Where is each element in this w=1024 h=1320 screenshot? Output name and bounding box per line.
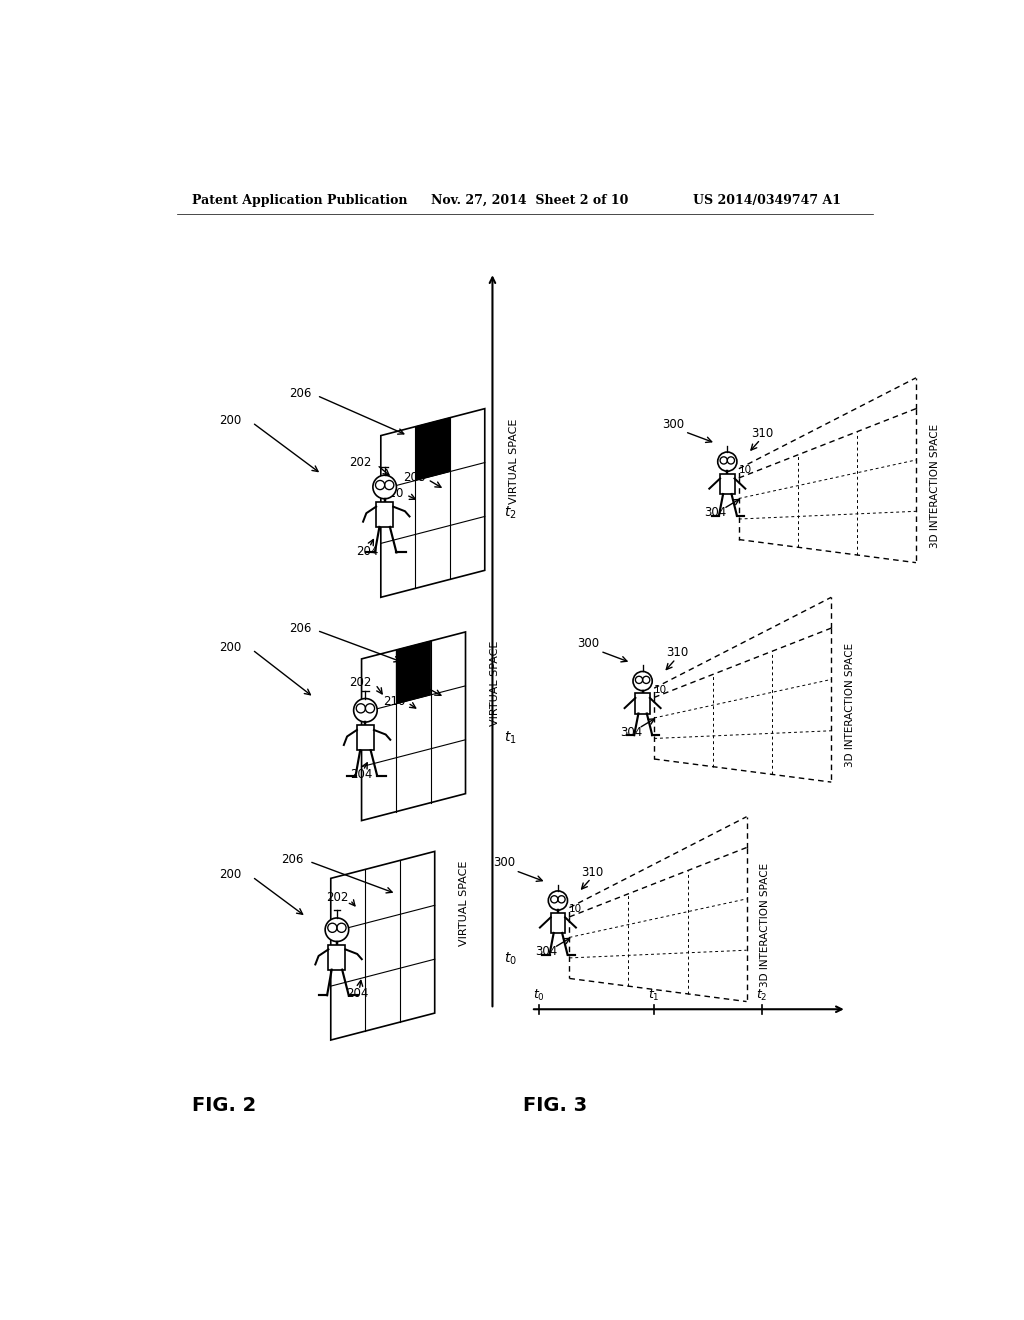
Text: VIRTUAL SPACE: VIRTUAL SPACE: [509, 418, 519, 504]
Text: $t_2$: $t_2$: [504, 504, 517, 521]
Text: 3D INTERACTION SPACE: 3D INTERACTION SPACE: [761, 862, 770, 986]
Circle shape: [326, 917, 349, 941]
Text: 310: 310: [751, 426, 773, 440]
Text: 300: 300: [493, 857, 515, 870]
Text: 206: 206: [281, 853, 303, 866]
Bar: [551, 912, 565, 933]
Text: 3D INTERACTION SPACE: 3D INTERACTION SPACE: [930, 424, 940, 548]
Text: 3D INTERACTION SPACE: 3D INTERACTION SPACE: [845, 643, 855, 767]
Text: $t_1$: $t_1$: [504, 730, 517, 746]
Text: 300: 300: [578, 638, 600, 649]
Text: $t_0$: $t_0$: [532, 987, 545, 1003]
Text: 310: 310: [667, 647, 688, 659]
Polygon shape: [416, 417, 451, 480]
Polygon shape: [361, 632, 466, 821]
Circle shape: [548, 891, 567, 909]
Text: 10: 10: [738, 465, 752, 475]
Text: 200: 200: [219, 413, 242, 426]
Text: 10: 10: [569, 904, 583, 915]
Text: 204: 204: [346, 987, 369, 1001]
Polygon shape: [381, 409, 484, 598]
Text: 200: 200: [219, 640, 242, 653]
Text: 204: 204: [356, 545, 379, 557]
Text: 202: 202: [349, 676, 372, 689]
Text: $t_0$: $t_0$: [504, 950, 517, 968]
Text: $t_1$: $t_1$: [648, 987, 660, 1003]
Text: 210: 210: [381, 487, 403, 500]
Polygon shape: [396, 642, 431, 704]
Text: 202: 202: [326, 891, 348, 904]
Text: 208: 208: [402, 471, 425, 484]
Text: 304: 304: [620, 726, 642, 739]
Text: VIRTUAL SPACE: VIRTUAL SPACE: [490, 640, 500, 726]
Circle shape: [353, 698, 377, 722]
Bar: [636, 693, 650, 714]
Text: FIG. 3: FIG. 3: [523, 1096, 588, 1115]
Text: Nov. 27, 2014  Sheet 2 of 10: Nov. 27, 2014 Sheet 2 of 10: [431, 194, 629, 207]
Circle shape: [718, 451, 737, 471]
Bar: [720, 474, 734, 494]
Text: 204: 204: [350, 768, 373, 781]
Circle shape: [633, 672, 652, 690]
Text: 210: 210: [383, 694, 406, 708]
Text: VIRTUAL SPACE: VIRTUAL SPACE: [460, 861, 469, 945]
Text: 206: 206: [289, 622, 311, 635]
Polygon shape: [331, 851, 435, 1040]
Text: Patent Application Publication: Patent Application Publication: [193, 194, 408, 207]
Text: 300: 300: [663, 417, 684, 430]
Text: FIG. 2: FIG. 2: [193, 1096, 256, 1115]
Bar: [376, 502, 393, 527]
Text: 310: 310: [582, 866, 604, 879]
Text: 304: 304: [536, 945, 557, 958]
Text: $t_2$: $t_2$: [756, 987, 768, 1003]
Bar: [329, 945, 345, 970]
Text: US 2014/0349747 A1: US 2014/0349747 A1: [692, 194, 841, 207]
Text: 10: 10: [653, 685, 667, 694]
Text: 304: 304: [705, 506, 727, 519]
Text: 200: 200: [219, 869, 242, 880]
Circle shape: [373, 475, 396, 499]
Text: 208: 208: [401, 680, 424, 693]
Text: 202: 202: [349, 455, 372, 469]
Bar: [357, 726, 374, 750]
Text: 206: 206: [289, 387, 311, 400]
